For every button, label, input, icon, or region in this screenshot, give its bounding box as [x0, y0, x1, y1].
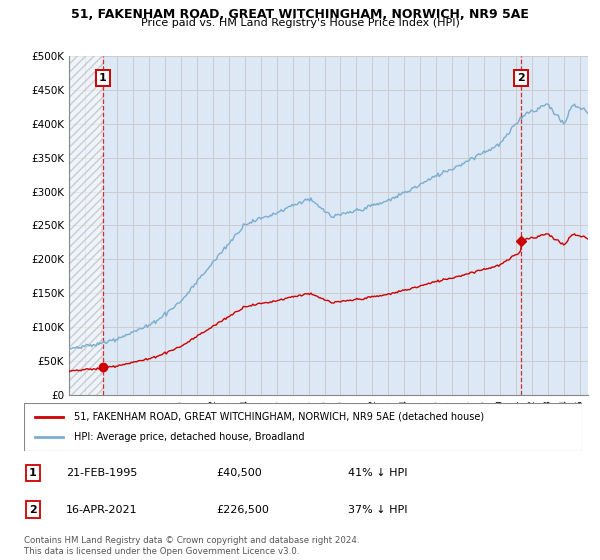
Text: £226,500: £226,500 [216, 505, 269, 515]
Text: HPI: Average price, detached house, Broadland: HPI: Average price, detached house, Broa… [74, 432, 305, 442]
Text: 1: 1 [99, 73, 107, 83]
Text: 16-APR-2021: 16-APR-2021 [66, 505, 137, 515]
Text: Contains HM Land Registry data © Crown copyright and database right 2024.
This d: Contains HM Land Registry data © Crown c… [24, 536, 359, 556]
Text: 2: 2 [29, 505, 37, 515]
Text: 21-FEB-1995: 21-FEB-1995 [66, 468, 137, 478]
Text: 51, FAKENHAM ROAD, GREAT WITCHINGHAM, NORWICH, NR9 5AE: 51, FAKENHAM ROAD, GREAT WITCHINGHAM, NO… [71, 8, 529, 21]
Bar [69, 56, 103, 395]
FancyBboxPatch shape [24, 403, 582, 451]
Text: 41% ↓ HPI: 41% ↓ HPI [348, 468, 407, 478]
Text: £40,500: £40,500 [216, 468, 262, 478]
Text: 1: 1 [29, 468, 37, 478]
Text: 2: 2 [517, 73, 524, 83]
Text: 37% ↓ HPI: 37% ↓ HPI [348, 505, 407, 515]
Text: 51, FAKENHAM ROAD, GREAT WITCHINGHAM, NORWICH, NR9 5AE (detached house): 51, FAKENHAM ROAD, GREAT WITCHINGHAM, NO… [74, 412, 484, 422]
Text: Price paid vs. HM Land Registry's House Price Index (HPI): Price paid vs. HM Land Registry's House … [140, 18, 460, 29]
